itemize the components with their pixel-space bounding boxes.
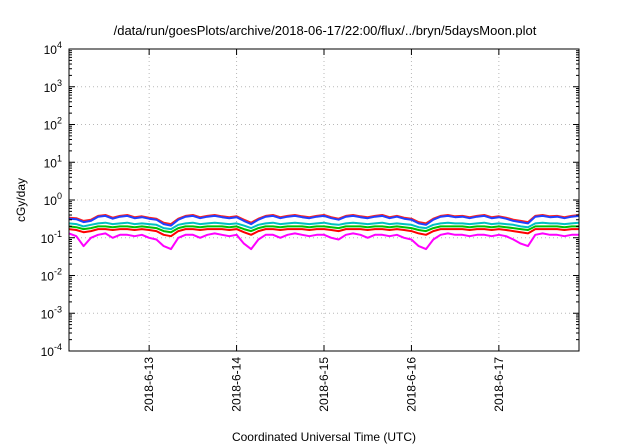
data-series-line — [68, 214, 580, 227]
data-series-line — [68, 228, 579, 238]
data-series-line — [68, 232, 579, 251]
y-tick-label: 103 — [44, 78, 62, 95]
y-axis: 10-4 10-3 10-2 10-1 100 101 102 103 104 — [41, 40, 579, 359]
data-series-line — [68, 225, 579, 234]
y-tick-label: 102 — [44, 116, 62, 133]
series-layer — [68, 214, 580, 251]
grid — [69, 49, 579, 351]
x-tick-label: 2018-6-14 — [230, 357, 244, 412]
y-tick-label: 10-1 — [41, 229, 62, 246]
y-tick-label: 10-2 — [41, 267, 62, 284]
y-tick-label: 10-4 — [41, 342, 62, 359]
x-tick-label: 2018-6-17 — [492, 357, 506, 412]
y-tick-label: 101 — [44, 153, 62, 170]
y-tick-label: 104 — [44, 40, 62, 57]
x-tick-label: 2018-6-13 — [142, 357, 156, 412]
chart-title: /data/run/goesPlots/archive/2018-06-17/2… — [114, 23, 537, 38]
y-tick-label: 100 — [44, 191, 62, 208]
x-axis-label: Coordinated Universal Time (UTC) — [232, 430, 416, 444]
y-tick-label: 10-3 — [41, 304, 62, 321]
y-axis-label: cGy/day — [14, 178, 28, 222]
data-series-line — [68, 221, 580, 231]
x-tick-label: 2018-6-16 — [404, 357, 418, 412]
x-tick-label: 2018-6-15 — [317, 357, 331, 412]
x-axis: 2018-6-13 2018-6-14 2018-6-15 2018-6-16 2018… — [142, 49, 506, 412]
